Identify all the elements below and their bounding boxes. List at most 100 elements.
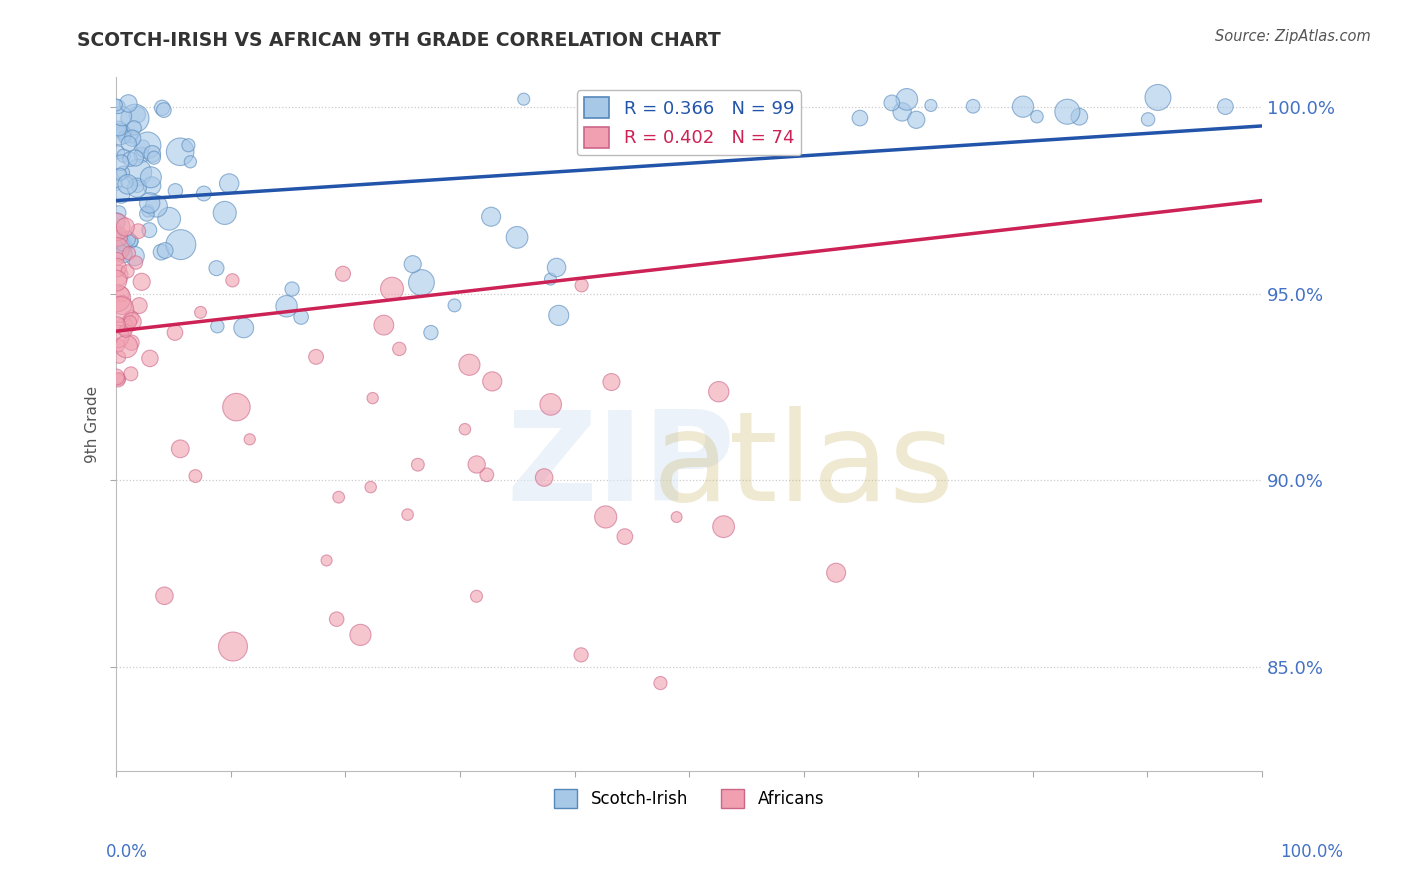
Point (388, 342, 411, 356)
Point (153, 244, 176, 258)
Point (600, 375, 623, 389)
Text: atlas: atlas (652, 406, 955, 526)
Point (112, 126, 135, 140)
Point (121, 131, 143, 145)
Point (117, 264, 139, 278)
Point (118, 136, 141, 151)
Point (114, 219, 136, 234)
Point (131, 275, 153, 289)
Point (962, 99, 984, 113)
Text: Source: ZipAtlas.com: Source: ZipAtlas.com (1215, 29, 1371, 44)
Point (127, 165, 149, 179)
Point (896, 92, 918, 106)
Point (411, 276, 433, 290)
Point (221, 273, 243, 287)
Text: ZIP: ZIP (506, 406, 735, 526)
Point (169, 145, 191, 159)
Point (396, 508, 419, 522)
Point (170, 237, 193, 252)
Point (207, 319, 229, 334)
Point (305, 350, 328, 364)
Point (105, 177, 128, 191)
Point (290, 310, 312, 324)
Point (110, 187, 132, 202)
Point (120, 310, 142, 325)
Point (105, 98, 128, 112)
Point (127, 179, 149, 194)
Point (107, 100, 129, 114)
Point (105, 274, 128, 288)
Point (547, 309, 569, 323)
Point (139, 351, 162, 366)
Point (120, 235, 142, 249)
Point (118, 246, 141, 260)
Point (479, 210, 502, 224)
Point (124, 112, 146, 126)
Point (112, 247, 135, 261)
Point (360, 480, 382, 494)
Point (107, 242, 129, 256)
Point (163, 326, 186, 340)
Point (540, 272, 562, 286)
Legend: Scotch-Irish, Africans: Scotch-Irish, Africans (547, 782, 831, 815)
Point (373, 318, 395, 332)
Point (105, 268, 128, 283)
Point (349, 628, 371, 642)
Point (108, 231, 131, 245)
Point (1137, 112, 1160, 127)
Point (332, 267, 354, 281)
Point (107, 329, 129, 343)
Point (205, 261, 228, 276)
Point (506, 230, 529, 244)
Point (905, 112, 928, 127)
Point (540, 397, 562, 411)
Point (105, 230, 128, 244)
Point (1147, 90, 1170, 104)
Point (239, 433, 262, 447)
Point (107, 252, 129, 266)
Point (406, 458, 429, 472)
Point (131, 148, 153, 162)
Point (735, 103, 758, 118)
Point (108, 121, 131, 136)
Point (124, 151, 146, 165)
Point (825, 566, 848, 580)
Point (114, 324, 136, 338)
Point (1215, 100, 1237, 114)
Point (141, 178, 163, 193)
Point (105, 370, 128, 384)
Point (135, 207, 157, 221)
Point (127, 224, 149, 238)
Point (443, 298, 465, 312)
Point (150, 245, 173, 260)
Point (177, 138, 200, 153)
Point (481, 375, 503, 389)
Point (107, 338, 129, 352)
Point (153, 589, 176, 603)
Point (108, 128, 131, 142)
Point (143, 151, 166, 165)
Point (124, 249, 146, 263)
Point (120, 315, 142, 329)
Point (361, 391, 384, 405)
Point (193, 186, 215, 201)
Point (125, 180, 148, 194)
Point (533, 470, 555, 484)
Point (735, 103, 758, 118)
Y-axis label: 9th Grade: 9th Grade (86, 386, 100, 463)
Point (112, 239, 135, 253)
Point (105, 215, 128, 229)
Point (1056, 104, 1078, 119)
Text: 0.0%: 0.0% (105, 843, 148, 861)
Point (112, 319, 135, 334)
Point (118, 152, 141, 166)
Point (458, 358, 481, 372)
Point (117, 178, 139, 192)
Point (849, 111, 872, 125)
Point (138, 223, 160, 237)
Point (105, 260, 128, 275)
Point (328, 490, 350, 504)
Point (107, 145, 129, 160)
Point (136, 203, 159, 218)
Point (107, 373, 129, 387)
